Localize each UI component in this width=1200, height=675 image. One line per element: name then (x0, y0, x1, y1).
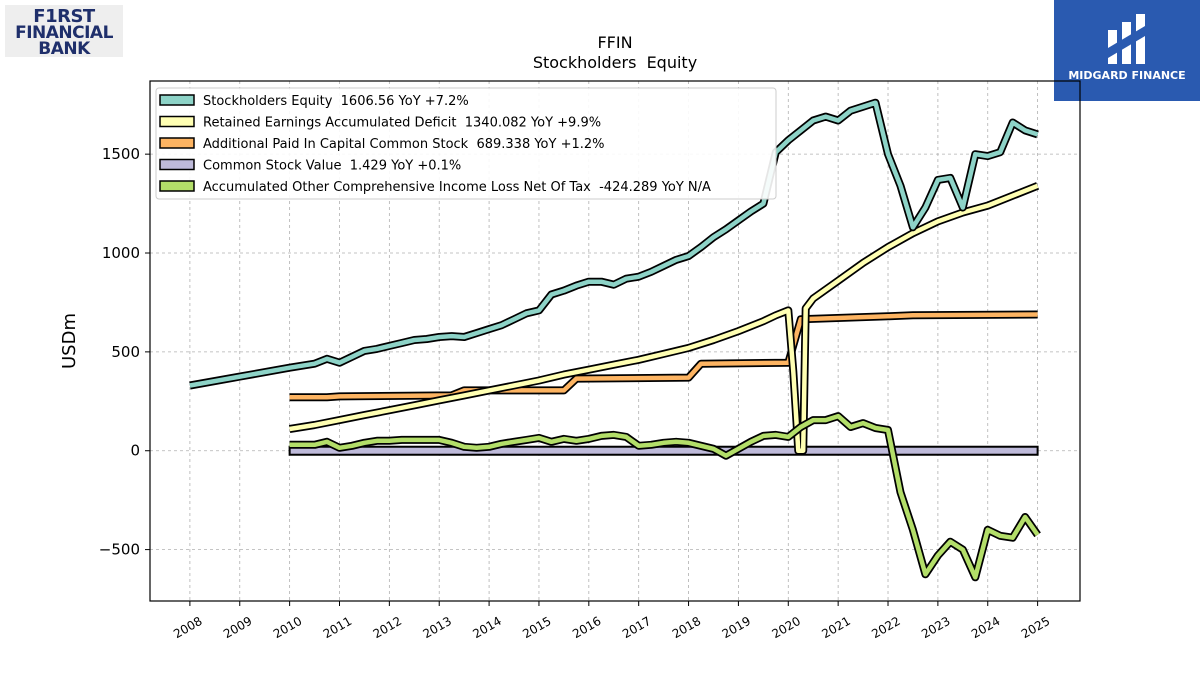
legend-swatch (159, 158, 195, 171)
legend-swatch (159, 115, 195, 128)
legend-entry: Stockholders Equity 1606.56 YoY +7.2% (203, 94, 469, 109)
legend-entry: Common Stock Value 1.429 YoY +0.1% (203, 159, 461, 174)
x-tick-label: 2009 (221, 614, 254, 641)
legend: Stockholders Equity 1606.56 YoY +7.2% Ret… (155, 87, 777, 200)
x-tick-label: 2008 (171, 614, 204, 641)
y-tick-label: 500 (111, 343, 140, 361)
legend-swatch (159, 180, 195, 192)
x-tick-label: 2016 (570, 614, 603, 641)
series-line-aoci (289, 413, 1040, 580)
x-tick-label: 2018 (670, 614, 703, 641)
x-tick-label: 2023 (919, 614, 952, 641)
chart-subtitle: Stockholders Equity (533, 53, 697, 72)
series-line-common-stock (288, 445, 1039, 456)
legend-box (155, 87, 777, 200)
x-tick-label: 2015 (520, 614, 553, 641)
first-financial-bank-logo: F1RST FINANCIAL BANK (5, 5, 123, 59)
x-tick-label: 2020 (770, 614, 803, 641)
x-tick-label: 2024 (969, 614, 1002, 641)
x-tick-label: 2014 (470, 614, 503, 641)
midgard-mark-icon (1108, 14, 1145, 64)
legend-swatch (159, 94, 195, 106)
x-tick-label: 2025 (1019, 614, 1052, 641)
logo-line-3: BANK (38, 39, 90, 59)
x-tick-label: 2012 (371, 614, 404, 641)
x-tick-label: 2013 (420, 614, 453, 641)
logo-line-2: FINANCIAL (15, 23, 113, 43)
midgard-finance-name: MIDGARD FINANCE (1068, 69, 1186, 82)
x-tick-label: 2021 (819, 614, 852, 641)
y-axis-label: USDm (59, 313, 80, 369)
legend-entry: Accumulated Other Comprehensive Income L… (203, 180, 711, 195)
series-line-paid-in-capital (289, 312, 1038, 400)
series-lines (189, 98, 1041, 582)
x-tick-label: 2011 (321, 614, 354, 641)
y-tick-label: 1000 (102, 244, 140, 262)
x-tick-label: 2022 (869, 614, 902, 641)
legend-entry: Additional Paid In Capital Common Stock … (203, 137, 605, 152)
y-tick-label: −500 (99, 541, 140, 559)
legend-swatch (159, 137, 195, 149)
plot-frame (149, 80, 1081, 602)
y-tick-label: 1500 (102, 145, 140, 163)
series-line-retained-earnings (289, 183, 1039, 453)
series-line-stockholders-equity (189, 100, 1039, 388)
midgard-finance-logo: MIDGARD FINANCE (1054, 0, 1200, 101)
chart-title: FFIN (597, 33, 632, 52)
y-tick-label: 0 (130, 442, 140, 460)
x-tick-label: 2019 (720, 614, 753, 641)
x-tick-label: 2017 (620, 614, 653, 641)
x-tick-label: 2010 (271, 614, 304, 641)
legend-entry: Retained Earnings Accumulated Deficit 13… (203, 116, 601, 131)
logo-line-1: F1RST (33, 6, 95, 27)
